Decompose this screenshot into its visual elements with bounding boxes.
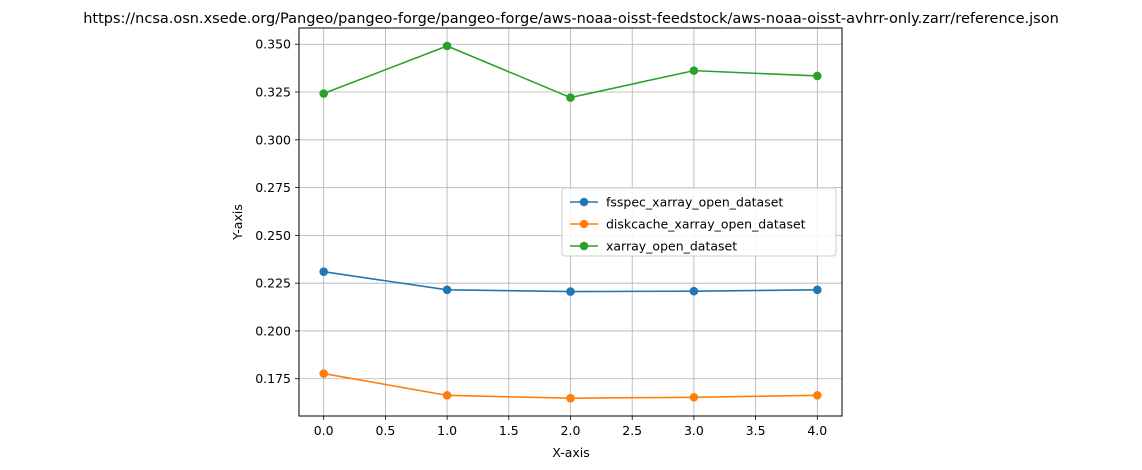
x-tick-label: 3.5 bbox=[746, 423, 766, 438]
legend-label-0: fsspec_xarray_open_dataset bbox=[606, 195, 783, 210]
data-point-series-0 bbox=[319, 267, 328, 276]
x-tick-label: 0.5 bbox=[375, 423, 395, 438]
legend-marker-1 bbox=[579, 219, 589, 229]
x-tick-label: 3.0 bbox=[684, 423, 704, 438]
data-point-series-2 bbox=[566, 93, 575, 102]
legend-marker-0 bbox=[579, 197, 589, 207]
y-axis-label: Y-axis bbox=[230, 204, 245, 241]
y-tick-label: 0.200 bbox=[255, 323, 291, 338]
legend-label-2: xarray_open_dataset bbox=[606, 239, 737, 254]
data-point-series-0 bbox=[566, 287, 575, 296]
data-point-series-1 bbox=[442, 391, 452, 400]
x-tick-label: 2.5 bbox=[622, 423, 642, 438]
data-point-series-2 bbox=[319, 89, 328, 98]
y-tick-label: 0.275 bbox=[255, 180, 291, 195]
y-tick-label: 0.175 bbox=[255, 371, 291, 386]
y-tick-label: 0.250 bbox=[255, 228, 291, 243]
series-layer bbox=[319, 41, 822, 403]
data-point-series-0 bbox=[442, 285, 452, 295]
tick-layer: 0.0 0.5 1.0 1.5 2.0 2.5 3.0 3.5 4.0 0.175 0.200 0.2… bbox=[255, 37, 827, 438]
y-tick-label: 0.225 bbox=[255, 276, 291, 291]
y-tick-label: 0.325 bbox=[255, 85, 291, 100]
data-point-series-2 bbox=[442, 41, 452, 51]
x-tick-label: 0.0 bbox=[314, 423, 334, 438]
data-point-series-2 bbox=[689, 66, 699, 75]
chart-title: https://ncsa.osn.xsede.org/Pangeo/pangeo… bbox=[83, 11, 1059, 27]
data-point-series-1 bbox=[319, 369, 328, 378]
legend-label-1: diskcache_xarray_open_dataset bbox=[606, 217, 806, 232]
x-tick-label: 4.0 bbox=[807, 423, 827, 438]
x-axis-label: X-axis bbox=[552, 445, 590, 460]
y-tick-label: 0.300 bbox=[255, 132, 291, 147]
data-point-series-1 bbox=[566, 393, 575, 403]
data-point-series-0 bbox=[813, 285, 822, 295]
legend-marker-2 bbox=[579, 241, 589, 251]
legend-box bbox=[561, 187, 837, 257]
x-tick-label: 1.0 bbox=[437, 423, 457, 438]
data-point-series-1 bbox=[813, 391, 822, 400]
data-point-series-0 bbox=[689, 286, 699, 296]
data-point-series-1 bbox=[689, 392, 699, 402]
x-tick-label: 1.5 bbox=[499, 423, 519, 438]
x-tick-label: 2.0 bbox=[561, 423, 581, 438]
data-point-series-2 bbox=[813, 71, 822, 81]
legend: fsspec_xarray_open_dataset diskcache_xarr… bbox=[561, 187, 837, 257]
y-tick-label: 0.350 bbox=[255, 37, 291, 52]
